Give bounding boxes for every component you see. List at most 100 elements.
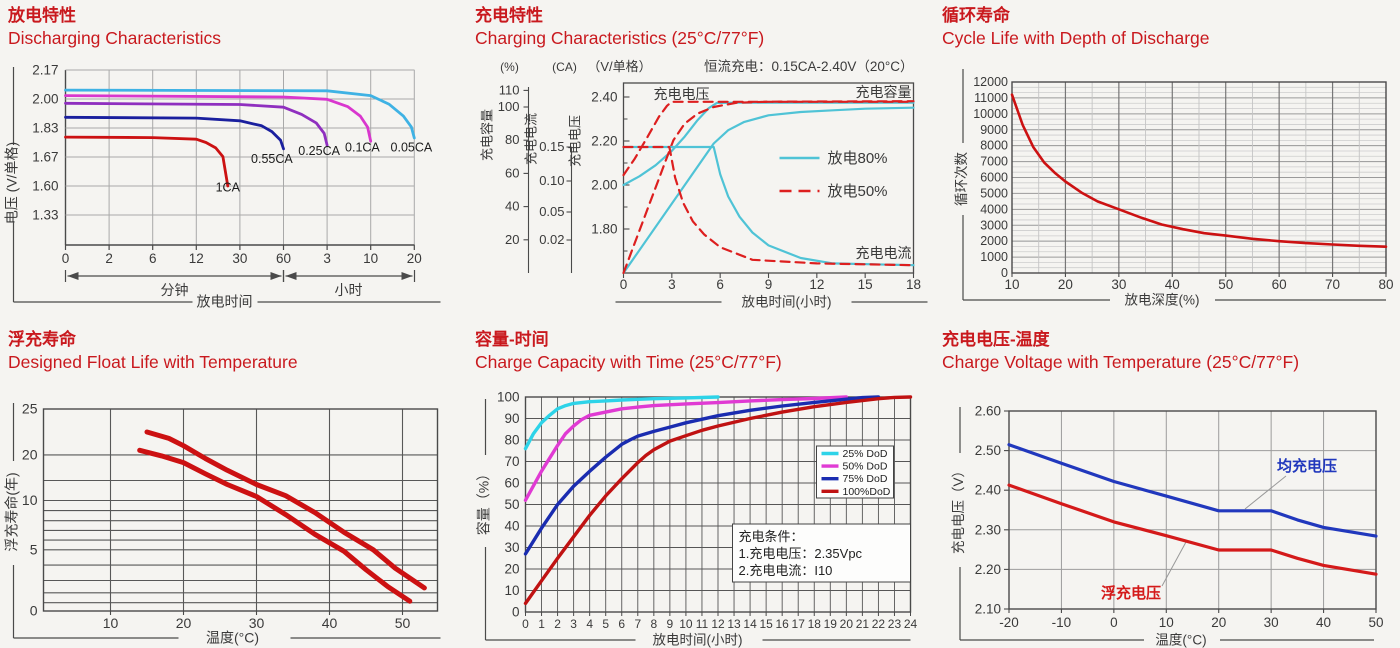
svg-text:分钟: 分钟 — [161, 282, 189, 298]
svg-text:100: 100 — [498, 99, 520, 114]
svg-text:2000: 2000 — [980, 234, 1008, 248]
svg-text:4000: 4000 — [980, 202, 1008, 216]
svg-text:40: 40 — [322, 615, 338, 631]
svg-text:19: 19 — [824, 617, 838, 631]
svg-text:0: 0 — [512, 605, 520, 620]
svg-text:50% DoD: 50% DoD — [843, 461, 888, 473]
svg-text:0: 0 — [30, 603, 38, 619]
dod-50-line — [523, 395, 848, 502]
svg-text:30: 30 — [249, 615, 265, 631]
svg-text:2.00: 2.00 — [591, 178, 617, 193]
svg-text:小时: 小时 — [335, 282, 363, 298]
voltage-50-line — [622, 100, 915, 177]
svg-text:23: 23 — [888, 617, 902, 631]
svg-text:2.40: 2.40 — [591, 90, 617, 105]
svg-text:0: 0 — [1001, 266, 1008, 280]
panel-discharging: 放电特性 Discharging Characteristics 2.17 2.0… — [0, 0, 467, 324]
svg-text:浮充寿命(年): 浮充寿命(年) — [4, 472, 20, 551]
svg-text:1.67: 1.67 — [32, 150, 58, 165]
svg-text:-20: -20 — [999, 615, 1019, 630]
svg-text:10: 10 — [1159, 615, 1174, 630]
svg-text:电压 (V/单格): 电压 (V/单格) — [4, 142, 20, 224]
panel-charging-title: 充电特性 Charging Characteristics (25°C/77°F… — [467, 0, 934, 55]
svg-text:2.60: 2.60 — [975, 404, 1001, 419]
svg-text:30: 30 — [1111, 277, 1126, 292]
svg-text:0.55CA: 0.55CA — [251, 152, 293, 166]
svg-text:浮充电压: 浮充电压 — [1101, 584, 1161, 602]
svg-text:14: 14 — [743, 617, 757, 631]
svg-text:2.20: 2.20 — [975, 562, 1001, 577]
svg-text:20: 20 — [1211, 615, 1226, 630]
charge-conditions-box — [732, 523, 911, 583]
panel-charge-voltage-temp-title: 充电电压-温度 Charge Voltage with Temperature … — [934, 324, 1400, 379]
svg-text:110: 110 — [499, 82, 520, 97]
panel-charging: 充电特性 Charging Characteristics (25°C/77°F… — [467, 0, 934, 324]
cycle-life-line — [1010, 93, 1388, 248]
svg-text:20: 20 — [176, 615, 192, 631]
svg-text:充电容量: 充电容量 — [856, 84, 912, 100]
svg-text:6: 6 — [618, 617, 625, 631]
svg-text:放电时间(小时): 放电时间(小时) — [742, 295, 832, 310]
svg-text:80: 80 — [504, 433, 519, 448]
0.25CA-line — [64, 101, 329, 147]
panel-title-zh: 充电特性 — [475, 6, 543, 25]
panel-capacity-time: 容量-时间 Charge Capacity with Time (25°C/77… — [467, 324, 934, 648]
svg-text:0.10: 0.10 — [539, 173, 564, 188]
svg-text:0: 0 — [62, 251, 70, 266]
svg-text:40: 40 — [504, 519, 519, 534]
svg-text:8: 8 — [650, 617, 657, 631]
float-life-upper-line — [144, 429, 427, 591]
svg-text:80: 80 — [1378, 277, 1393, 292]
svg-text:充电电压: 充电电压 — [568, 115, 583, 167]
svg-text:温度(°C): 温度(°C) — [1155, 633, 1206, 648]
svg-text:20: 20 — [22, 446, 38, 462]
svg-text:10000: 10000 — [973, 107, 1008, 121]
svg-text:(CA): (CA) — [552, 60, 577, 74]
svg-text:18: 18 — [906, 277, 921, 292]
float-life-lower-line — [137, 447, 413, 604]
svg-text:恒流充电：0.15CA-2.40V（20°C）: 恒流充电：0.15CA-2.40V（20°C） — [704, 59, 913, 74]
panel-title-zh: 充电电压-温度 — [942, 330, 1050, 349]
1CA-line — [64, 135, 230, 188]
svg-text:30: 30 — [232, 251, 247, 266]
svg-text:15: 15 — [858, 277, 873, 292]
svg-text:2.50: 2.50 — [975, 443, 1001, 458]
svg-text:10: 10 — [363, 251, 378, 266]
svg-text:2.30: 2.30 — [975, 522, 1001, 537]
svg-text:放电时间(小时): 放电时间(小时) — [653, 633, 743, 648]
svg-text:70: 70 — [1325, 277, 1340, 292]
svg-text:1: 1 — [538, 617, 545, 631]
panel-cycle-life: 循环寿命 Cycle Life with Depth of Discharge … — [934, 0, 1400, 324]
svg-text:9000: 9000 — [980, 123, 1008, 137]
svg-text:（V/单格）: （V/单格） — [587, 59, 651, 74]
svg-text:90: 90 — [504, 411, 519, 426]
svg-text:2: 2 — [554, 617, 561, 631]
svg-text:1.充电电压：2.35Vpc: 1.充电电压：2.35Vpc — [739, 546, 863, 561]
svg-text:2: 2 — [105, 251, 113, 266]
0.55CA-line — [64, 115, 285, 151]
svg-text:40: 40 — [505, 199, 519, 214]
svg-text:21: 21 — [856, 617, 870, 631]
svg-text:温度(°C): 温度(°C) — [206, 630, 259, 646]
svg-text:20: 20 — [1058, 277, 1073, 292]
svg-text:16: 16 — [775, 617, 789, 631]
svg-text:放电深度(%): 放电深度(%) — [1125, 293, 1200, 308]
panel-float-life-title: 浮充寿命 Designed Float Life with Temperatur… — [0, 324, 467, 379]
panel-discharging-title: 放电特性 Discharging Characteristics — [0, 0, 467, 55]
svg-text:60: 60 — [504, 476, 519, 491]
svg-text:100: 100 — [497, 390, 520, 405]
panel-capacity-time-title: 容量-时间 Charge Capacity with Time (25°C/77… — [467, 324, 934, 379]
svg-text:6: 6 — [149, 251, 157, 266]
svg-text:(%): (%) — [500, 60, 519, 74]
svg-text:0.15: 0.15 — [539, 139, 564, 154]
svg-text:40: 40 — [1165, 277, 1180, 292]
svg-text:9: 9 — [667, 617, 674, 631]
svg-text:2.00: 2.00 — [32, 92, 58, 107]
svg-text:2.充电电流：I10: 2.充电电流：I10 — [739, 563, 833, 578]
svg-text:放电80%: 放电80% — [828, 150, 888, 167]
svg-text:6: 6 — [716, 277, 724, 292]
svg-text:60: 60 — [276, 251, 291, 266]
dod-25-line — [523, 395, 720, 451]
panel-title-zh: 放电特性 — [8, 6, 76, 25]
